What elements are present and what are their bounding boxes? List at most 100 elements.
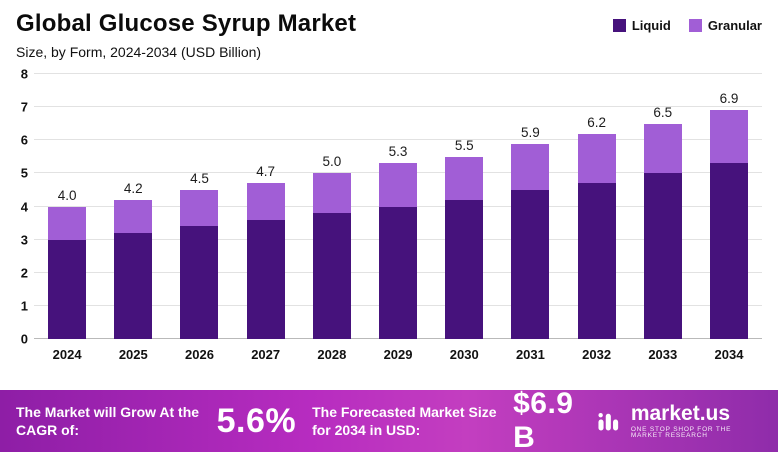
bar-group: 4.2 [100, 74, 166, 339]
chart-legend: Liquid Granular [612, 10, 762, 33]
bar-total-label: 6.2 [587, 114, 606, 130]
bar-group: 4.0 [34, 74, 100, 339]
bar-segment-granular [511, 143, 550, 190]
y-tick-label: 7 [20, 99, 28, 115]
cagr-value: 5.6% [216, 401, 297, 440]
y-tick-label: 3 [20, 232, 28, 248]
bar-group: 6.5 [630, 74, 696, 339]
bar-group: 5.5 [431, 74, 497, 339]
footer-banner: The Market will Grow At the CAGR of: 5.6… [0, 387, 778, 454]
x-tick-label: 2026 [185, 347, 214, 362]
stacked-bar [180, 189, 219, 339]
x-tick-label: 2028 [317, 347, 347, 362]
bar-total-label: 5.9 [521, 124, 540, 140]
x-tick-label: 2025 [118, 347, 148, 362]
bar-total-label: 6.9 [719, 91, 739, 107]
bar-group: 5.3 [365, 74, 431, 339]
bar-segment-granular [246, 183, 285, 220]
liquid-swatch-icon [612, 19, 626, 32]
bar-group: 6.2 [564, 74, 630, 339]
y-axis: 0 1 2 3 4 5 6 7 8 [8, 67, 34, 347]
bar-segment-liquid [114, 233, 153, 339]
x-tick-label: 2024 [52, 347, 82, 362]
bar-segment-granular [445, 156, 484, 200]
cagr-label: The Market will Grow At the CAGR of: [16, 403, 200, 438]
bar-group: 4.5 [166, 74, 232, 339]
bars: 4.0 4.2 4.5 4.7 5.0 5.3 5.5 5.9 6.2 6.5 6.9 [34, 74, 762, 339]
y-tick-label: 2 [20, 265, 28, 281]
bar-total-label: 5.3 [388, 144, 408, 160]
bar-segment-granular [180, 189, 219, 227]
bar-group: 4.7 [233, 74, 299, 339]
x-tick-label: 2030 [449, 347, 479, 362]
bar-segment-granular [709, 110, 748, 164]
bar-segment-granular [312, 173, 351, 214]
stacked-bar [511, 143, 550, 339]
bar-segment-liquid [577, 183, 616, 339]
bar-segment-liquid [445, 199, 484, 339]
bar-total-label: 6.5 [653, 104, 673, 120]
bar-segment-liquid [246, 219, 285, 339]
y-tick-label: 1 [20, 298, 28, 314]
y-tick-label: 8 [20, 66, 28, 82]
bar-group: 6.9 [696, 74, 762, 339]
bar-segment-liquid [180, 226, 219, 339]
y-tick-label: 0 [20, 331, 28, 347]
legend-item-liquid: Liquid [612, 18, 671, 33]
stacked-bar [445, 156, 484, 339]
x-tick-label: 2027 [251, 347, 281, 362]
brand-logo: market.us ONE STOP SHOP FOR THE MARKET R… [597, 403, 762, 440]
bar-segment-granular [577, 133, 616, 184]
bar-group: 5.0 [299, 74, 365, 339]
bar-total-label: 5.0 [322, 154, 342, 170]
bar-segment-granular [48, 206, 87, 240]
gridline [34, 106, 762, 108]
forecast-value: $6.9 B [513, 387, 574, 454]
legend-label: Liquid [631, 18, 671, 33]
market-us-logo-icon [598, 412, 618, 431]
brand-text: market.us ONE STOP SHOP FOR THE MARKET R… [631, 403, 762, 440]
stacked-bar [114, 199, 153, 339]
page-title: Global Glucose Syrup Market [16, 10, 357, 37]
brand-name: market.us [630, 401, 731, 425]
stacked-bar [312, 173, 351, 339]
stacked-bar [246, 183, 285, 339]
x-tick-label: 2032 [582, 347, 612, 362]
stacked-bar [48, 206, 87, 339]
plot-area: 4.0 4.2 4.5 4.7 5.0 5.3 5.5 5.9 6.2 6.5 6.9 [34, 73, 762, 339]
stacked-bar [643, 123, 682, 339]
bar-segment-liquid [511, 189, 550, 339]
bar-segment-liquid [379, 206, 418, 339]
x-tick-label: 2034 [714, 347, 744, 362]
gridline [34, 73, 762, 74]
title-block: Global Glucose Syrup Market Size, by For… [16, 10, 356, 60]
bar-segment-liquid [709, 163, 748, 339]
x-tick-label: 2033 [648, 347, 678, 362]
bar-total-label: 4.2 [123, 180, 143, 196]
chart-header: Global Glucose Syrup Market Size, by For… [0, 0, 778, 60]
legend-item-granular: Granular [688, 18, 762, 33]
y-tick-label: 6 [20, 132, 28, 148]
bar-segment-liquid [643, 173, 682, 339]
stacked-bar [577, 133, 616, 339]
bar-segment-granular [643, 123, 682, 174]
bar-total-label: 5.5 [454, 137, 474, 153]
bar-segment-granular [114, 199, 153, 233]
bar-total-label: 4.7 [256, 164, 276, 180]
chart-area: 0 1 2 3 4 5 6 7 8 4.0 4.2 4.5 4.7 5.0 5.3 5.5 5.9 6.2 6.5… [0, 60, 778, 347]
bar-total-label: 4.5 [190, 170, 209, 186]
bar-segment-liquid [48, 239, 87, 339]
x-tick-label: 2029 [383, 347, 413, 362]
bar-group: 5.9 [497, 74, 563, 339]
x-labels: 2024 2025 2026 2027 2028 2029 2030 2031 2032 2033… [0, 339, 778, 362]
legend-label: Granular [707, 18, 762, 33]
x-tick-label: 2031 [515, 347, 545, 362]
y-tick-label: 4 [20, 199, 28, 214]
bar-segment-granular [379, 163, 418, 207]
y-tick-label: 5 [20, 165, 28, 181]
granular-swatch-icon [688, 19, 702, 32]
stacked-bar [379, 163, 418, 339]
chart-subtitle: Size, by Form, 2024-2034 (USD Billion) [16, 44, 262, 60]
gridline [34, 139, 762, 141]
